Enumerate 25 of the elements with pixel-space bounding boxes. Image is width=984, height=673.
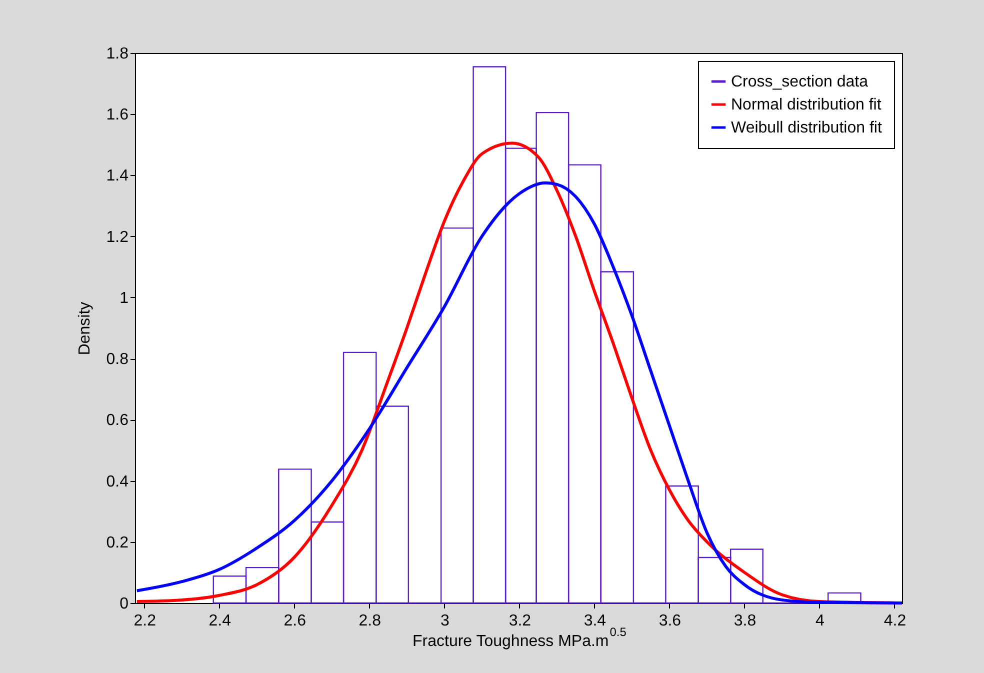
x-tick-label: 3.4 xyxy=(584,612,606,630)
y-tick-label: 0.6 xyxy=(106,412,129,430)
y-tick-label: 0 xyxy=(120,596,129,612)
x-tick-label: 2.6 xyxy=(284,612,306,630)
y-tick-label: 1 xyxy=(120,290,129,307)
legend-label: Weibull distribution fit xyxy=(731,120,882,136)
y-tick-label: 1.4 xyxy=(106,168,129,185)
x-tick-label: 3.2 xyxy=(508,612,532,630)
x-tick-label: 3 xyxy=(440,612,450,630)
x-tick-label: 2.8 xyxy=(358,612,382,630)
y-tick-label: 0.2 xyxy=(106,534,129,552)
legend-label: Cross_section data xyxy=(731,74,868,90)
x-tick-label: 4 xyxy=(816,612,825,630)
x-tick-label: 2.4 xyxy=(208,612,232,630)
y-tick-label: 0.8 xyxy=(106,351,129,368)
x-tick-label: 3.6 xyxy=(658,612,682,630)
x-tick-label: 4.2 xyxy=(884,612,906,630)
y-tick-label: 1.2 xyxy=(106,228,129,246)
y-tick-label: 0.4 xyxy=(106,473,129,490)
legend-label: Normal distribution fit xyxy=(731,96,882,114)
x-tick-label: 2.2 xyxy=(134,612,156,630)
x-tick-label: 3.8 xyxy=(734,612,756,630)
y-tick-label: 1.6 xyxy=(106,106,129,124)
y-tick-label: 1.8 xyxy=(106,46,129,62)
y-axis-title: Density xyxy=(76,302,94,356)
